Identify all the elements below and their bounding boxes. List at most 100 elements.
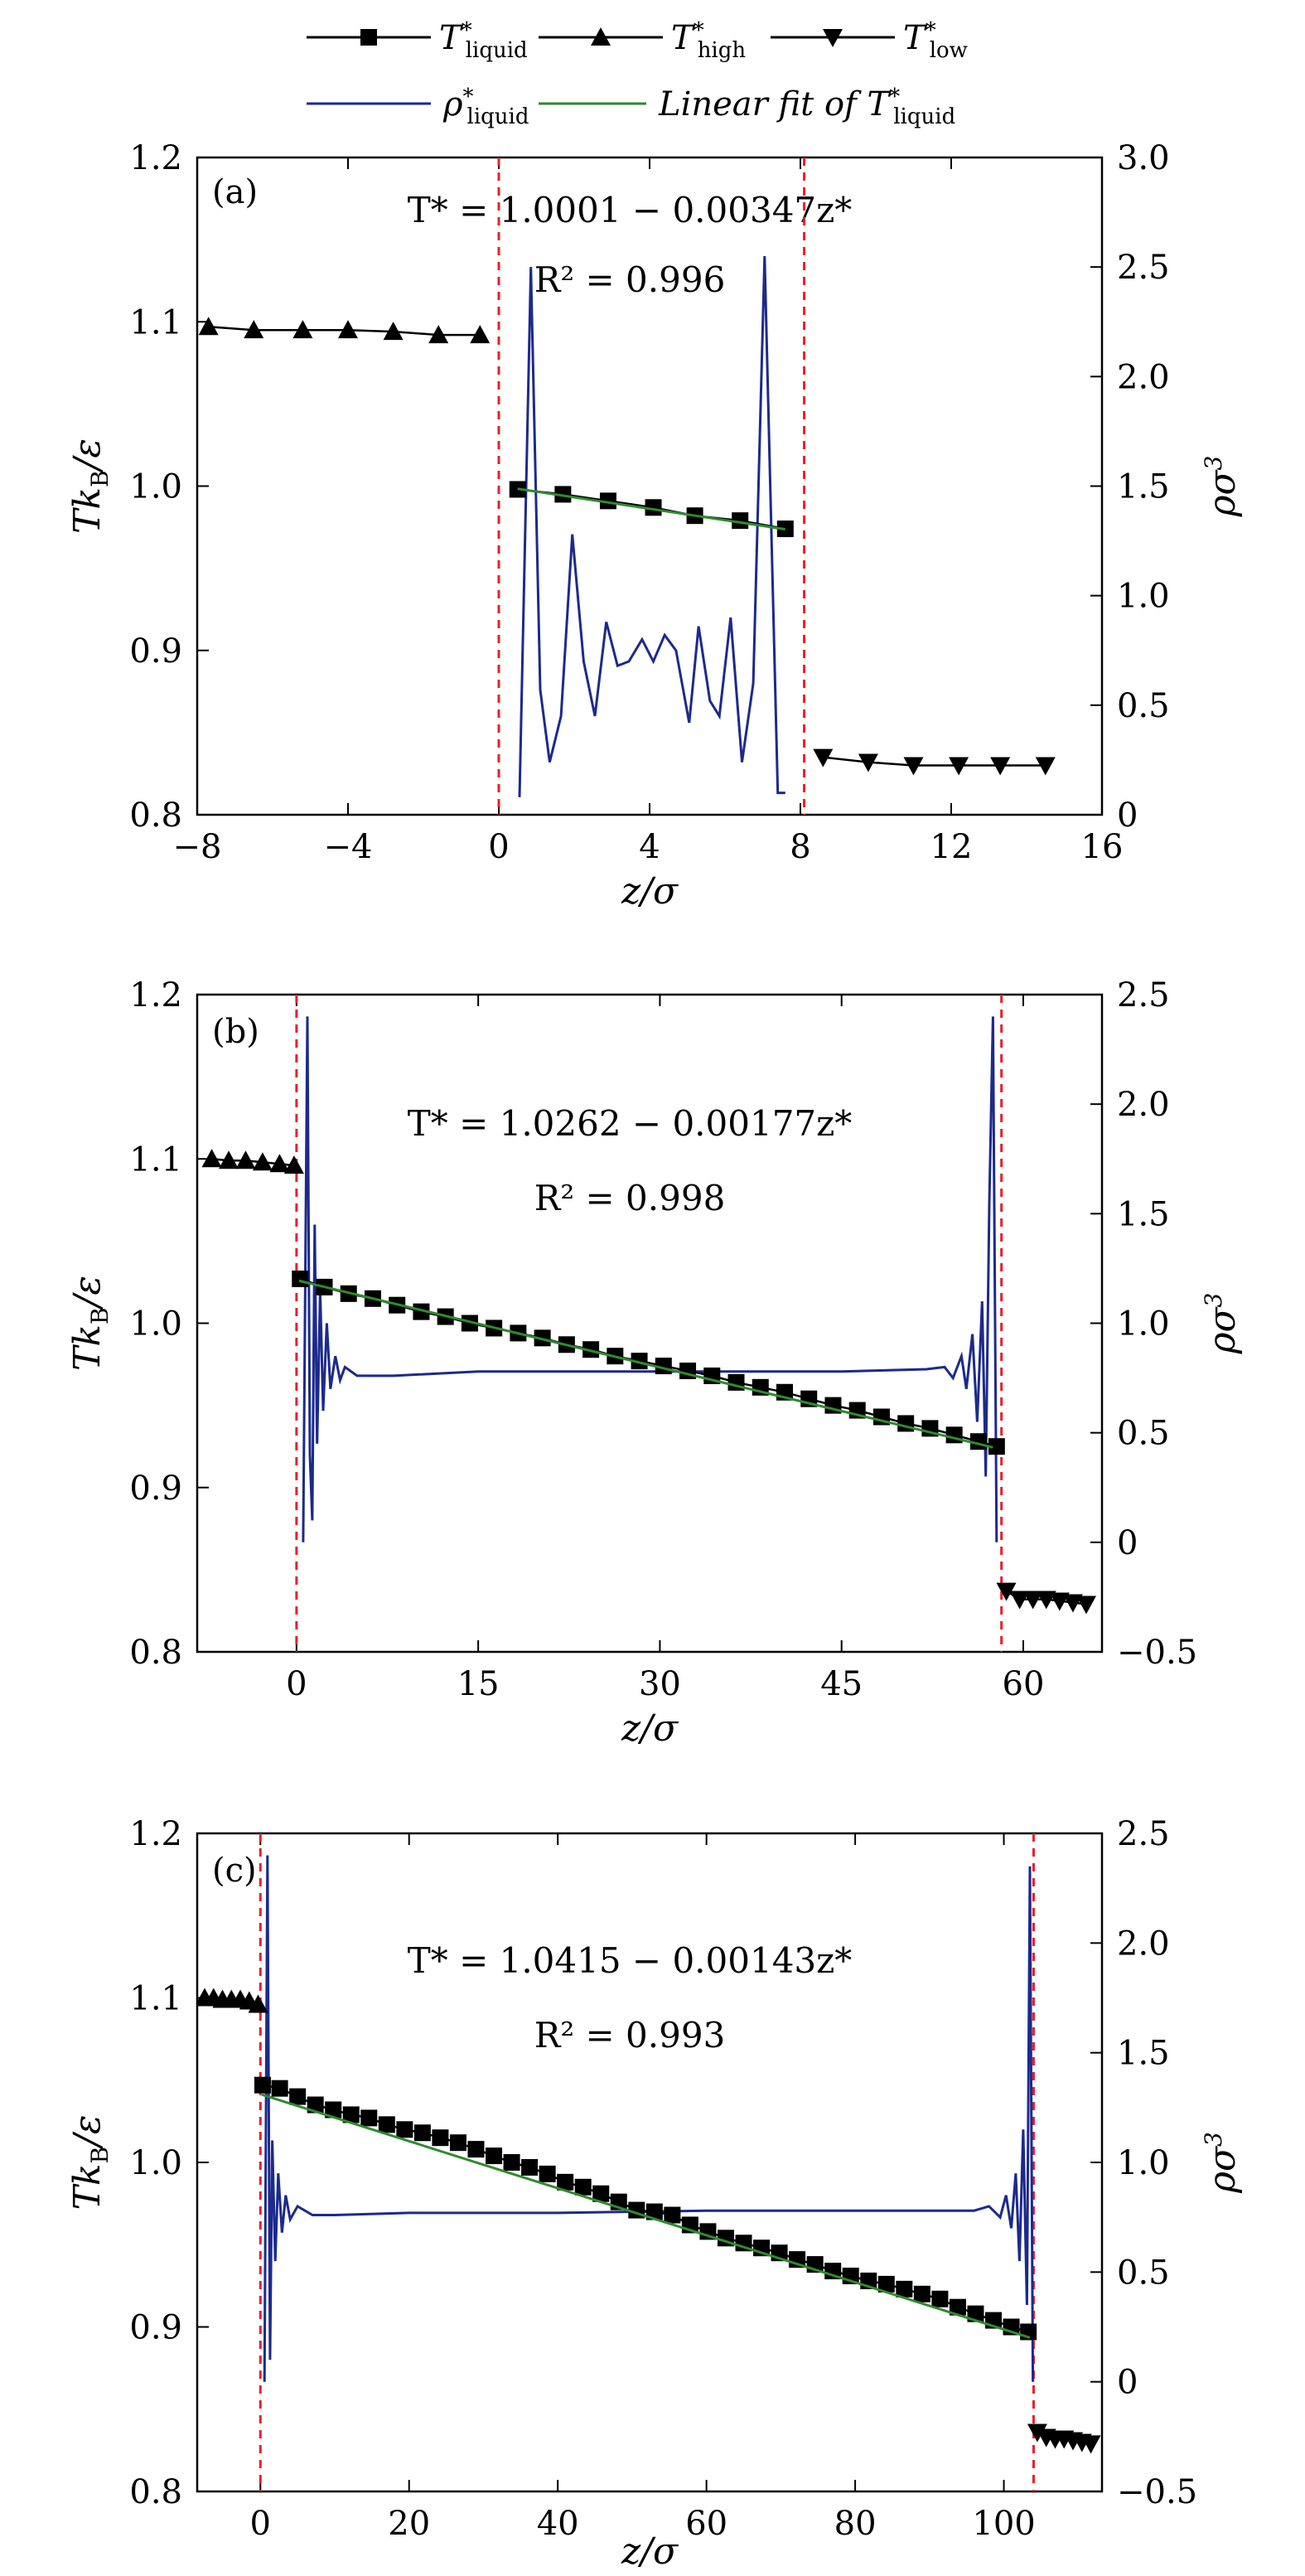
temperature-liquid-point (396, 2121, 413, 2138)
x-tick-label: 0 (286, 1665, 307, 1703)
temperature-high-point (283, 1155, 304, 1174)
x-tick-label: 45 (820, 1665, 863, 1703)
temperature-high-point (219, 1150, 239, 1169)
x-tick-label: 20 (388, 2505, 430, 2543)
panel-label: (a) (212, 173, 258, 211)
temperature-low-point (1075, 1595, 1096, 1615)
temperature-liquid-point (574, 2178, 592, 2196)
temperature-line (823, 756, 1046, 767)
chart-panels: −8 −4 0 4 8 12 16 0.8 0.9 1.0 1.1 1.2 0 0.5 1.0 1.5 2.0 2… (66, 139, 1244, 2573)
y2-tick-label: 1.0 (1117, 578, 1170, 616)
temperature-liquid-point (557, 2173, 574, 2191)
plot-area (201, 995, 1096, 1652)
temperature-liquid-point (897, 1415, 915, 1432)
temperature-liquid-point (461, 1315, 478, 1332)
temperature-high-point (292, 320, 313, 339)
y-tick-label: 1.1 (129, 1980, 182, 2018)
density-profile-line (263, 1855, 1035, 2382)
x-tick-label: 60 (1003, 1665, 1045, 1703)
temperature-low-point (1009, 1591, 1030, 1610)
temperature-liquid-point (539, 2165, 556, 2182)
y2-tick-label: 1.5 (1117, 2035, 1170, 2073)
temperature-high-point (244, 320, 264, 339)
y2-tick-label: 0.5 (1117, 1415, 1170, 1453)
fit-equation: T* = 1.0001 − 0.00347z* (408, 190, 853, 230)
temperature-high-point (201, 1149, 222, 1168)
fit-r-squared: R² = 0.996 (534, 259, 726, 300)
x-axis-title: z/σ (621, 1707, 679, 1750)
temperature-liquid-point (582, 1341, 600, 1358)
temperature-high-point (470, 325, 491, 344)
legend-square-marker (360, 29, 377, 46)
temperature-liquid-point (554, 486, 572, 503)
x-axis-title: z/σ (621, 870, 679, 913)
y-tick-label: 1.1 (129, 303, 182, 341)
temperature-line (262, 2084, 1029, 2333)
linear-fit-line (261, 2093, 1031, 2339)
y-tick-label: 1.2 (129, 139, 182, 177)
temperature-liquid-point (325, 2101, 342, 2118)
temperature-liquid-point (949, 2298, 966, 2316)
temperature-low-point (903, 757, 924, 776)
temperature-liquid-point (413, 2124, 431, 2142)
y-tick-label: 1.1 (129, 1140, 182, 1179)
y2-tick-label: 0 (1117, 1524, 1138, 1562)
y2-tick-label: 1.5 (1117, 1195, 1170, 1233)
y2-tick-label: 2.0 (1117, 358, 1170, 396)
x-tick-label: −4 (324, 828, 373, 866)
temperature-liquid-point (503, 2154, 520, 2171)
legend-label: T* low (903, 18, 968, 63)
plot-area (197, 1833, 1101, 2491)
legend-label: Linear fit of T* liquid (658, 85, 955, 129)
y-tick-label: 0.8 (129, 797, 182, 835)
y-tick-label: 0.9 (129, 2309, 182, 2347)
temperature-high-point (198, 317, 219, 336)
x-tick-label: 16 (1081, 828, 1124, 866)
legend-triangle-up-marker (591, 27, 611, 46)
plot-area (198, 157, 1056, 815)
y2-tick-label: −0.5 (1117, 2473, 1197, 2511)
y2-tick-label: 1.0 (1117, 2144, 1170, 2182)
density-profile-line (302, 1016, 998, 1542)
legend-label: T* liquid (439, 18, 528, 63)
y2-axis-title: ρσ3 (1200, 2132, 1244, 2194)
temperature-low-point (949, 757, 969, 776)
y-tick-label: 0.9 (129, 632, 182, 671)
plot-frame (196, 993, 1104, 1654)
legend-triangle-down-marker (823, 29, 843, 47)
x-tick-label: 40 (537, 2505, 579, 2543)
temperature-high-point (383, 322, 404, 341)
y2-tick-label: 2.0 (1117, 1086, 1170, 1124)
y-tick-label: 0.9 (129, 1470, 182, 1508)
y-tick-label: 1.0 (129, 468, 182, 506)
temperature-liquid-point (271, 2080, 288, 2097)
temperature-liquid-point (664, 2206, 681, 2224)
temperature-liquid-point (360, 2109, 378, 2127)
x-tick-label: 30 (639, 1665, 681, 1703)
x-tick-label: 8 (790, 828, 810, 866)
temperature-liquid-point (292, 1270, 309, 1287)
temperature-high-point (338, 320, 358, 339)
temperature-liquid-point (631, 1353, 648, 1370)
y2-tick-label: 2.5 (1117, 1815, 1170, 1853)
temperature-low-point (1022, 1591, 1043, 1610)
legend-item: T* low (771, 18, 968, 63)
temperature-low-point (1035, 757, 1056, 776)
legend-label: T* high (671, 18, 746, 63)
x-tick-label: 80 (834, 2505, 877, 2543)
density-profile-line (518, 255, 785, 797)
temperature-low-point (996, 1582, 1017, 1601)
temperature-liquid-point (449, 2134, 466, 2152)
x-tick-label: 4 (639, 828, 660, 866)
panel-label: (c) (212, 1852, 257, 1890)
y-tick-label: 0.8 (129, 1634, 182, 1672)
temperature-liquid-point (592, 2185, 610, 2202)
x-tick-label: 0 (250, 2505, 271, 2543)
y-tick-label: 1.0 (129, 1305, 182, 1344)
y2-tick-label: −0.5 (1117, 1634, 1197, 1672)
y2-tick-label: 2.5 (1117, 249, 1170, 287)
temperature-liquid-point (931, 2290, 949, 2307)
y2-tick-label: 2.5 (1117, 976, 1170, 1014)
temperature-high-point (252, 1152, 273, 1171)
temperature-liquid-point (432, 2129, 449, 2147)
